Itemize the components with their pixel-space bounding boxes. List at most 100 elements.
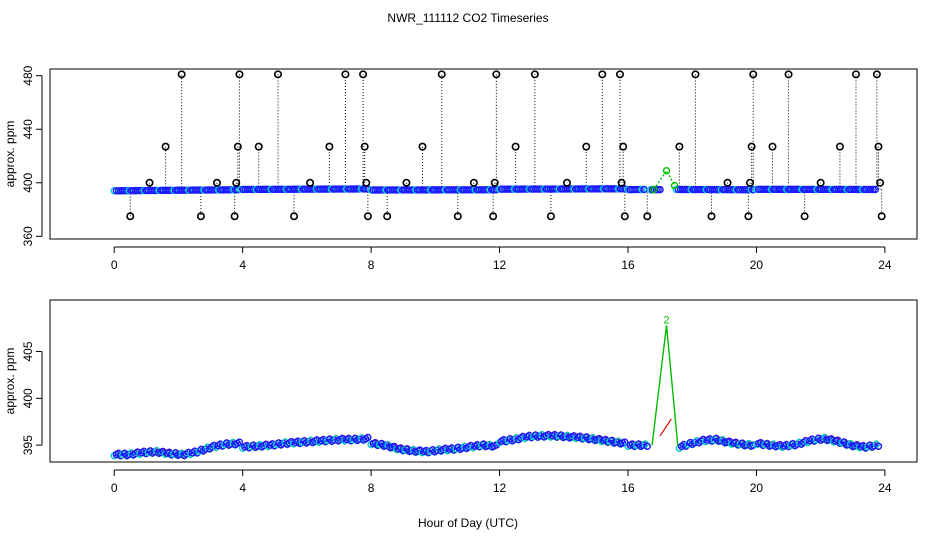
x-tick-label: 8 [368,481,375,495]
top-y-ticks: 360 400 440 480 [21,65,43,246]
top-y-axis-label: approx. ppm [3,121,17,188]
y-tick-label: 440 [21,119,35,139]
x-tick-label: 4 [239,258,246,272]
series-point [872,440,881,449]
spike-point [747,142,756,151]
x-tick-label: 12 [493,481,507,495]
spike-point [161,142,170,151]
spike-point [643,212,652,221]
spike-point [876,178,885,187]
spike-point [723,178,732,187]
spike-point [872,70,881,79]
spike-point [816,178,825,187]
spike-point [360,142,369,151]
bottom-y-ticks: 395 400 405 [21,341,43,455]
bottom-panel: 2 0 4 8 12 16 20 24 395 400 405 approx. ppm [3,299,918,495]
series-point [364,433,372,442]
y-tick-label: 400 [21,388,35,408]
top-x-ticks: 0 4 8 12 16 20 24 [111,246,892,272]
y-tick-label: 400 [21,172,35,192]
x-tick-label: 16 [621,481,635,495]
spike-point [744,212,753,221]
spike-point [598,70,607,79]
spike-point [233,142,242,151]
spike-point [784,70,793,79]
spike-point [874,142,883,151]
spike-point [359,70,368,79]
bottom-x-ticks: 0 4 8 12 16 20 24 [111,469,892,495]
y-tick-label: 480 [21,65,35,85]
spike-point [691,70,700,79]
top-plot-box [49,68,918,240]
spike-point [235,70,244,79]
spike-point [196,212,205,221]
spike-point [383,212,392,221]
y-tick-label: 395 [21,435,35,455]
series-point [643,442,651,450]
spike-point [546,212,555,221]
bottom-plot-box [49,299,918,463]
spike-point [492,70,501,79]
spike-point [562,178,571,187]
spike-label: 2 [663,314,669,326]
excursion-point [662,167,671,175]
y-tick-label: 360 [21,226,35,246]
spike-line-green [651,325,679,446]
spike-point [490,178,499,187]
x-tick-label: 0 [111,481,118,495]
excursion-point [670,181,679,190]
spike-point [746,178,755,187]
x-tick-label: 24 [878,258,892,272]
baseline-point [871,185,879,194]
spike-point [469,178,478,187]
spike-line-red [659,418,672,437]
spike-point [362,178,371,187]
series-point [874,442,883,450]
y-tick-label: 405 [21,341,35,361]
spike-point [800,212,809,221]
spike-point [489,212,498,221]
spike-point [453,212,462,221]
x-axis-label: Hour of Day (UTC) [418,516,518,530]
spike-point [530,70,539,79]
spike-point [768,142,777,151]
bottom-panel-marks: 2 [110,314,883,460]
x-tick-label: 16 [621,258,635,272]
spike-point [402,178,411,187]
spike-point [126,212,135,221]
x-tick-label: 24 [878,481,892,495]
excursion-point [649,185,658,194]
spike-point [212,178,221,187]
bottom-y-axis-label: approx. ppm [3,348,17,415]
spike-point [675,142,684,151]
spike-point [749,70,758,79]
spike-point [232,178,241,187]
spike-point [230,212,239,221]
spike-point [306,178,315,187]
excursion-line [653,169,676,190]
spike-point [620,212,629,221]
x-tick-label: 4 [239,481,246,495]
spike-point [877,212,886,221]
spike-point [707,212,716,221]
x-tick-label: 20 [750,481,764,495]
chart-title: NWR_111112 CO2 Timeseries [387,11,548,25]
spike-point [325,142,334,151]
spike-point [511,142,520,151]
spike-point [341,70,350,79]
spike-point [617,178,626,187]
x-tick-label: 20 [750,258,764,272]
spike-point [177,70,186,79]
spike-point [619,142,628,151]
top-panel: 0 4 8 12 16 20 24 360 400 440 480 approx. ppm [3,65,918,272]
x-tick-label: 8 [368,258,375,272]
spike-point [290,212,299,221]
spike-point [254,142,263,151]
top-panel-marks [110,70,886,221]
spike-point [363,212,372,221]
spike-point [582,142,591,151]
spike-point [418,142,427,151]
x-tick-label: 12 [493,258,507,272]
spike-point [437,70,446,79]
